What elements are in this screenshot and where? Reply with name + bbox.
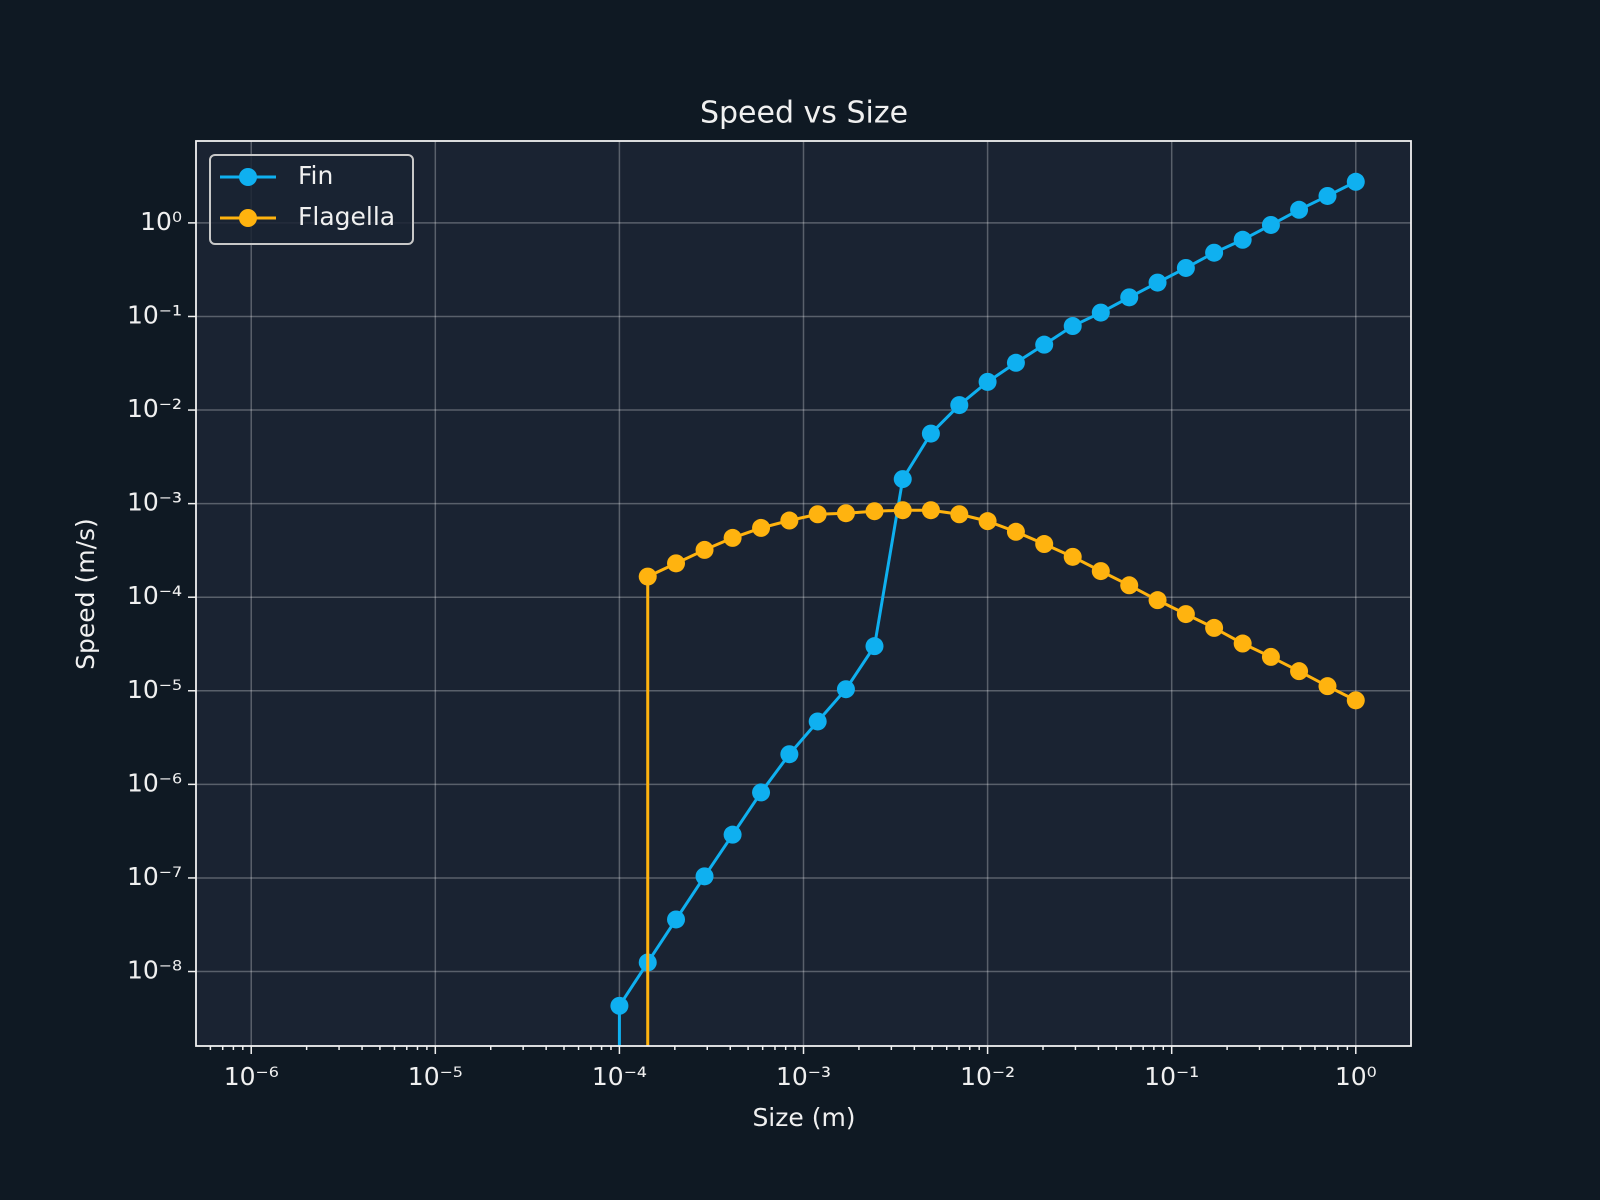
marker: [893, 501, 912, 520]
marker: [950, 396, 969, 415]
y-tick-label: 10⁻⁴: [127, 581, 182, 610]
marker: [950, 505, 969, 524]
marker: [752, 518, 771, 537]
marker: [1006, 522, 1025, 541]
x-axis-label: Size (m): [752, 1103, 855, 1132]
marker: [1120, 288, 1139, 307]
chart-title: Speed vs Size: [700, 96, 908, 131]
marker: [723, 825, 742, 844]
marker: [1290, 662, 1309, 681]
y-tick-label: 10⁰: [140, 207, 182, 236]
y-axis-label: Speed (m/s): [71, 518, 100, 670]
marker: [752, 783, 771, 802]
ticks: 10⁻⁶ 10⁻⁵ 10⁻⁴ 10⁻³ 10⁻² 10⁻¹ 10⁰ 10⁻⁸ 10⁻⁷ 10⁻⁶ 1…: [127, 207, 1377, 1091]
marker: [1120, 576, 1139, 595]
marker: [1035, 335, 1054, 354]
x-tick-label: 10⁻⁶: [224, 1062, 279, 1091]
marker: [780, 745, 799, 764]
y-tick-label: 10⁻²: [127, 394, 182, 423]
marker: [1318, 677, 1337, 696]
legend: Fin Flagella: [209, 154, 414, 245]
legend-marker: [239, 209, 257, 227]
marker: [780, 511, 799, 530]
marker: [978, 512, 997, 531]
legend-label: Flagella: [298, 202, 395, 231]
marker: [1346, 691, 1365, 710]
marker: [1035, 535, 1054, 554]
marker: [1176, 258, 1195, 277]
marker: [921, 424, 940, 443]
marker: [1006, 353, 1025, 372]
plot-area: [196, 141, 1411, 1046]
marker: [978, 372, 997, 391]
grid: [196, 141, 1411, 1046]
marker: [667, 910, 686, 929]
marker: [893, 470, 912, 489]
marker: [695, 867, 714, 886]
marker: [1261, 647, 1280, 666]
marker: [808, 505, 827, 524]
x-tick-label: 10⁻²: [960, 1062, 1015, 1091]
marker: [1261, 215, 1280, 234]
marker: [1063, 317, 1082, 336]
x-tick-label: 10⁻⁵: [408, 1062, 463, 1091]
marker: [865, 502, 884, 521]
marker: [1233, 230, 1252, 249]
marker: [1176, 605, 1195, 624]
marker: [1063, 547, 1082, 566]
marker: [610, 996, 629, 1015]
marker: [1205, 618, 1224, 637]
marker: [695, 540, 714, 559]
x-tick-label: 10⁻¹: [1144, 1062, 1199, 1091]
marker: [1205, 243, 1224, 262]
y-tick-label: 10⁻⁷: [127, 862, 182, 891]
marker: [1290, 200, 1309, 219]
marker: [1091, 562, 1110, 581]
x-tick-label: 10⁰: [1335, 1062, 1377, 1091]
y-tick-label: 10⁻⁸: [127, 956, 182, 985]
marker: [1148, 591, 1167, 610]
marker: [808, 712, 827, 731]
y-tick-label: 10⁻³: [127, 488, 182, 517]
marker: [723, 528, 742, 547]
marker: [638, 567, 657, 586]
legend-label: Fin: [298, 161, 333, 190]
marker: [1233, 634, 1252, 653]
x-tick-label: 10⁻³: [776, 1062, 831, 1091]
x-tick-label: 10⁻⁴: [592, 1062, 647, 1091]
marker: [1091, 303, 1110, 322]
series-layer: [610, 172, 1365, 1046]
legend-marker: [239, 168, 257, 186]
marker: [1346, 172, 1365, 191]
marker: [865, 637, 884, 656]
marker: [1318, 186, 1337, 205]
marker: [836, 504, 855, 523]
marker: [836, 680, 855, 699]
y-tick-label: 10⁻⁶: [127, 768, 182, 797]
y-tick-label: 10⁻¹: [127, 300, 182, 329]
y-tick-label: 10⁻⁵: [127, 675, 182, 704]
marker: [667, 554, 686, 573]
marker: [1148, 273, 1167, 292]
marker: [921, 501, 940, 520]
